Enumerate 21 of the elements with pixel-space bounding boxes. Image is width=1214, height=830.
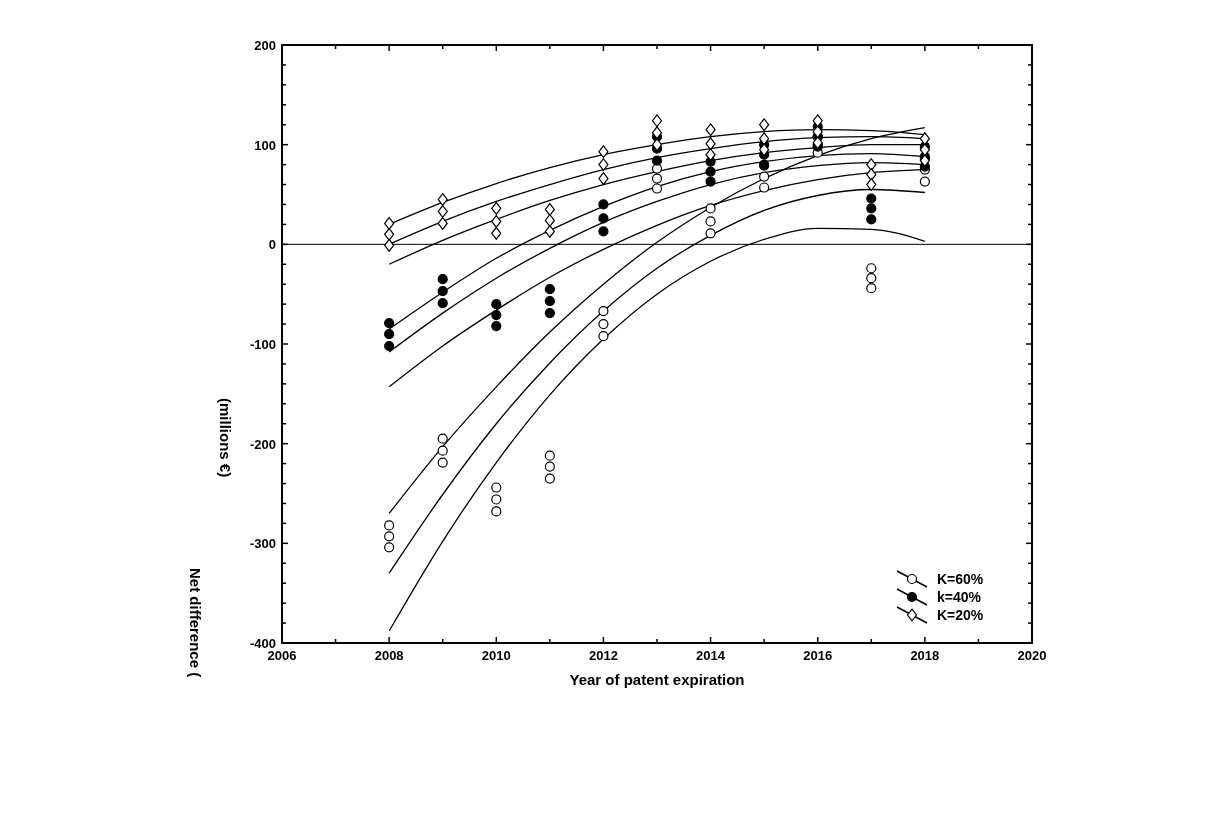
y-tick-label: -400 (249, 636, 276, 651)
y-tick-label: -300 (249, 536, 276, 552)
legend-label: K=20% (937, 607, 984, 623)
x-tick-label: 2014 (696, 648, 726, 663)
x-tick-label: 2018 (910, 648, 940, 663)
y-tick-label: 0 (268, 237, 276, 253)
x-tick-label: 2016 (803, 648, 833, 663)
x-tick-label: 2008 (374, 648, 404, 663)
legend-label: k=40% (937, 589, 982, 605)
y-tick-label: 200 (254, 38, 276, 53)
x-tick-label: 2012 (588, 648, 618, 663)
x-axis-title: Year of patent expiration (569, 671, 745, 688)
x-tick-label: 2010 (481, 648, 511, 663)
y-tick-label: -100 (249, 337, 276, 352)
x-tick-label: 2006 (267, 648, 297, 663)
y-axis-title: Net difference ( (187, 568, 204, 678)
text: (millions €) (217, 398, 234, 478)
y-tick-label: -200 (249, 436, 276, 452)
legend-label: K=60% (937, 571, 984, 587)
x-tick-label: 2020 (1017, 648, 1047, 663)
y-tick-label: 100 (254, 137, 276, 153)
